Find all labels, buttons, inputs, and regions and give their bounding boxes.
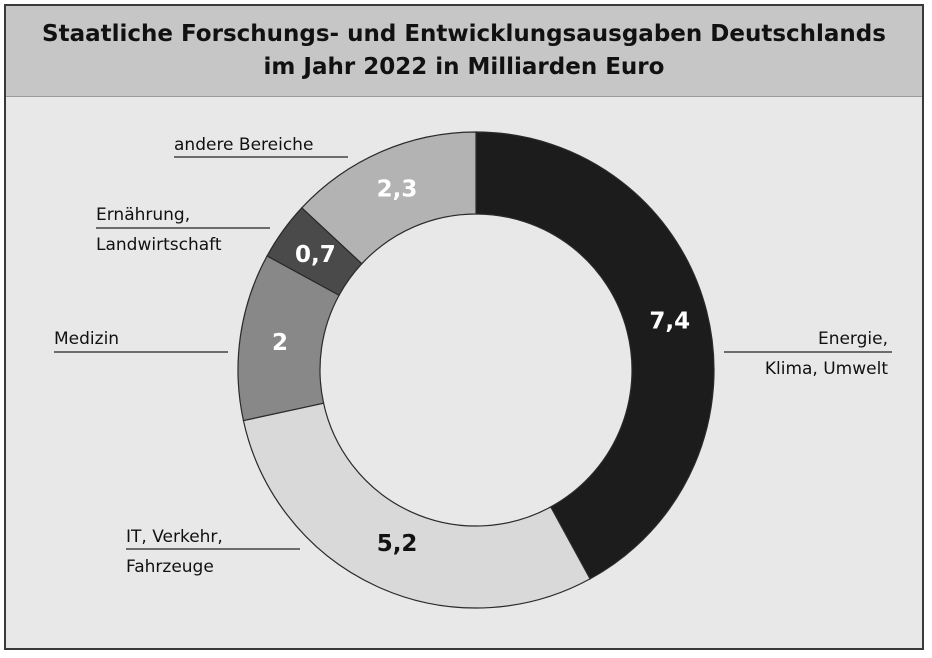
chart-title: Staatliche Forschungs- und Entwicklungsa…	[42, 21, 886, 80]
category-label: Fahrzeuge	[126, 557, 214, 577]
slice-value-label: 2	[272, 330, 288, 356]
category-label: Landwirtschaft	[96, 235, 222, 255]
slices	[237, 131, 715, 609]
title-band: Staatliche Forschungs- und Entwicklungsa…	[6, 6, 922, 97]
donut-slice	[242, 402, 591, 609]
category-label: Medizin	[54, 329, 119, 349]
slice-value-label: 7,4	[649, 309, 690, 335]
category-label: andere Bereiche	[174, 135, 313, 155]
category-label: Energie,	[818, 329, 888, 349]
category-label: Ernährung,	[96, 205, 190, 225]
category-label: Klima, Umwelt	[765, 359, 888, 379]
slice-value-label: 5,2	[377, 531, 418, 557]
slice-value-label: 2,3	[377, 176, 418, 202]
leader-lines	[54, 156, 892, 550]
category-label: IT, Verkehr,	[126, 527, 223, 547]
category-labels: Energie, Klima, Umwelt IT, Verkehr, Fahrzeu…	[54, 135, 888, 577]
value-labels: 7,4 5,2 2 0,7 2,3	[272, 176, 690, 556]
donut-slice	[475, 131, 715, 580]
slice-value-label: 0,7	[295, 242, 336, 268]
donut-slice	[300, 131, 477, 265]
